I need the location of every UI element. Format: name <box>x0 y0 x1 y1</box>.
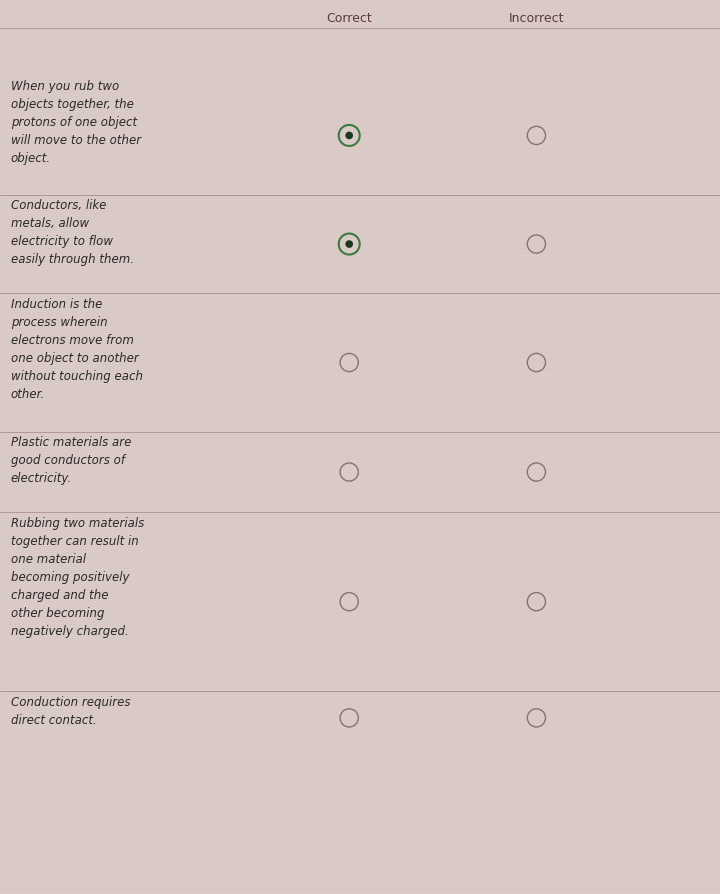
Text: Conduction requires
direct contact.: Conduction requires direct contact. <box>11 696 130 727</box>
Text: Incorrect: Incorrect <box>508 12 564 25</box>
Text: Correct: Correct <box>326 12 372 25</box>
Text: Rubbing two materials
together can result in
one material
becoming positively
ch: Rubbing two materials together can resul… <box>11 517 144 637</box>
Text: Plastic materials are
good conductors of
electricity.: Plastic materials are good conductors of… <box>11 436 131 485</box>
Ellipse shape <box>346 131 353 139</box>
Ellipse shape <box>346 240 353 248</box>
Text: When you rub two
objects together, the
protons of one object
will move to the ot: When you rub two objects together, the p… <box>11 80 141 165</box>
Text: Induction is the
process wherein
electrons move from
one object to another
witho: Induction is the process wherein electro… <box>11 298 143 401</box>
Text: Conductors, like
metals, allow
electricity to flow
easily through them.: Conductors, like metals, allow electrici… <box>11 199 134 266</box>
